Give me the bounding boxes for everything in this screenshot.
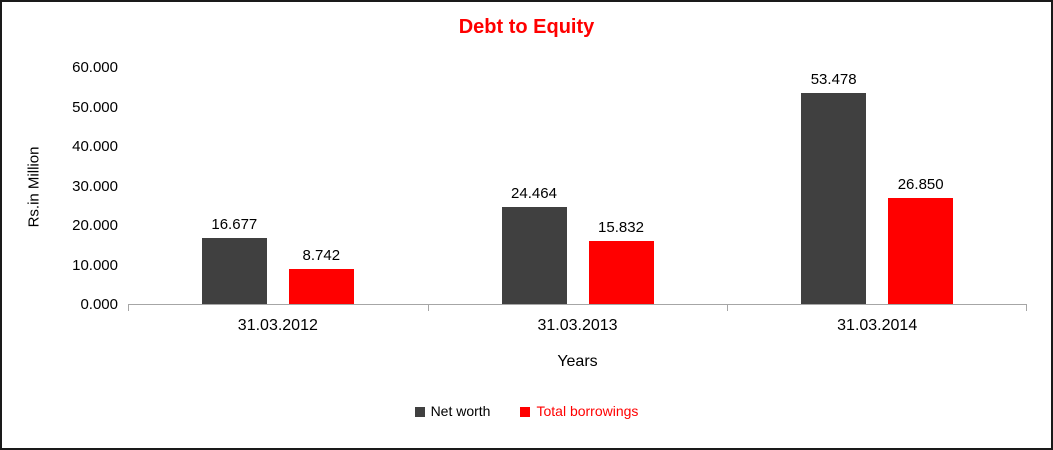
x-axis-title: Years <box>557 353 598 370</box>
bar-net-worth <box>201 238 267 304</box>
bar-group: 53.478 26.850 <box>727 68 1027 304</box>
bars-area: 16.677 8.742 24.464 15.832 53.478 26.850 <box>128 68 1027 311</box>
chart-title: Debt to Equity <box>458 16 595 38</box>
y-axis-title-wrap: Rs.in Million <box>16 68 52 305</box>
bar-net-worth <box>501 207 567 304</box>
x-axis-tick <box>1026 305 1027 311</box>
y-axis-tick-label: 20.000 <box>72 217 118 234</box>
bar-wrap-total-borrowings: 8.742 <box>288 247 354 304</box>
x-axis-tick <box>727 305 729 311</box>
x-axis-category-label: 31.03.2013 <box>537 317 618 334</box>
y-axis-tick-label: 30.000 <box>72 177 118 195</box>
y-axis-tick-label: 40.000 <box>72 138 118 155</box>
bar-value-label: 24.464 <box>511 185 557 203</box>
x-axis-category-labels: 31.03.2012 31.03.2013 31.03.2014 <box>128 316 1027 335</box>
y-axis-tick-label: 60.000 <box>72 59 118 76</box>
x-axis-tick <box>427 305 429 311</box>
x-axis-tick <box>128 305 129 311</box>
plot-area: 16.677 8.742 24.464 15.832 53.478 26.850 31.0… <box>128 68 1027 371</box>
legend-marker-icon <box>414 406 425 417</box>
x-axis-category-label: 31.03.2012 <box>237 317 318 334</box>
legend-label: Net worth <box>430 403 491 419</box>
bar-net-worth <box>801 92 867 304</box>
chart-body: Rs.in Million 0.000 10.000 20.000 30.000 40.… <box>16 59 1027 371</box>
legend-item-total-borrowings: Total borrowings <box>520 403 638 420</box>
bar-wrap-net-worth: 16.677 <box>201 216 267 304</box>
bar-wrap-net-worth: 53.478 <box>801 70 867 304</box>
chart-legend: Net worth Total borrowings <box>2 403 1051 420</box>
bar-total-borrowings <box>888 197 954 304</box>
bar-value-label: 15.832 <box>598 219 644 237</box>
legend-label: Total borrowings <box>536 403 639 419</box>
bar-wrap-net-worth: 24.464 <box>501 185 567 304</box>
y-axis-tick-label: 10.000 <box>72 256 118 274</box>
bar-value-label: 53.478 <box>810 70 857 88</box>
x-axis-category-label: 31.03.2014 <box>837 317 918 334</box>
bar-wrap-total-borrowings: 15.832 <box>588 219 654 304</box>
bar-group: 24.464 15.832 <box>428 68 728 304</box>
bar-total-borrowings <box>288 269 354 304</box>
y-axis-tick-label: 0.000 <box>80 296 118 313</box>
y-axis-tick-label: 50.000 <box>72 98 118 116</box>
legend-marker-icon <box>520 406 531 417</box>
bar-wrap-total-borrowings: 26.850 <box>888 175 954 304</box>
bar-group: 16.677 8.742 <box>128 68 428 304</box>
legend-item-net-worth: Net worth <box>414 403 491 420</box>
bar-value-label: 26.850 <box>897 175 944 193</box>
y-axis-tick-labels: 0.000 10.000 20.000 30.000 40.000 50.000 60.00… <box>52 59 128 313</box>
bar-value-label: 8.742 <box>302 247 341 265</box>
y-axis-title: Rs.in Million <box>25 146 43 227</box>
bar-total-borrowings <box>588 241 654 304</box>
bar-value-label: 16.677 <box>211 216 258 234</box>
